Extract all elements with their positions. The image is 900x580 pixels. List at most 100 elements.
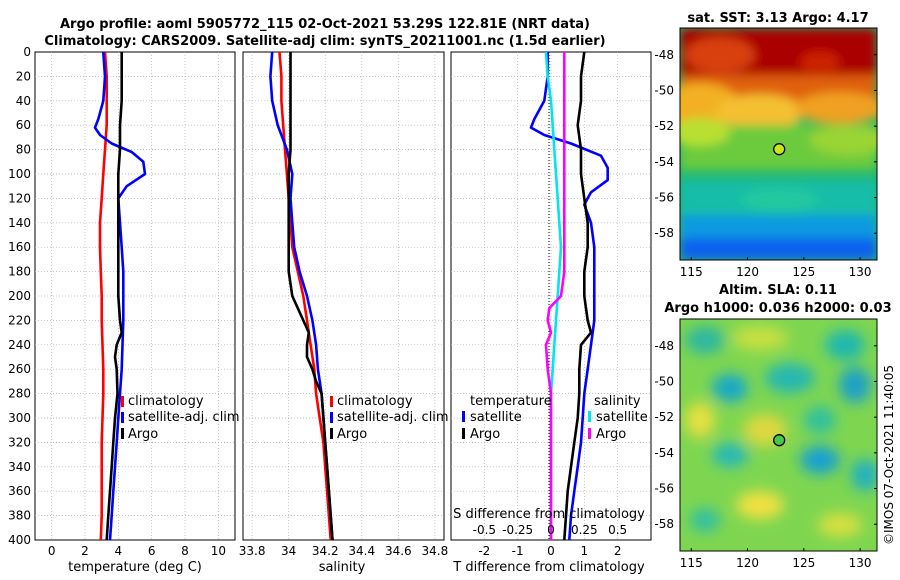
sla-map-frame [679, 318, 878, 552]
y-tick-label: -54 [654, 155, 674, 169]
temperature-x-label: temperature (deg C) [68, 560, 202, 575]
legend-satellite-swatch [330, 412, 333, 423]
series-line-climatology [278, 52, 332, 540]
legend-salinity-title: salinity [594, 394, 641, 409]
x-tick-label: 0 [547, 544, 555, 558]
difference-x-ticks: -2 -1 0 1 2 [478, 544, 621, 558]
x-tick-label: 130 [849, 265, 872, 279]
series-line-s-argo [544, 52, 566, 540]
imos-timestamp: ©IMOS 07-Oct-2021 11:40:05 [882, 365, 896, 545]
x-tick-label: 4 [115, 544, 123, 558]
legend-satellite-label: satellite-adj. clim [128, 410, 240, 425]
sst-y-ticks: -48 -50 -52 -54 -56 -58 [654, 48, 877, 240]
x-tick-label: 115 [680, 556, 703, 570]
s-tick-label: -0.5 [473, 523, 496, 537]
x-tick-label: 34 [281, 544, 296, 558]
x-tick-label: 33.8 [239, 544, 266, 558]
s-tick-label: 0.5 [608, 523, 627, 537]
x-tick-label: -1 [512, 544, 524, 558]
x-tick-label: -2 [478, 544, 490, 558]
legend-satellite-swatch [121, 412, 124, 423]
legend-satellite-label: satellite-adj. clim [337, 410, 449, 425]
temperature-y-ticks: 0 20 40 60 80 100 120 140 160 180 200 220 240 260 280 3… [8, 45, 31, 547]
temperature-panel: 0 2 4 6 8 10 0 20 40 60 80 100 120 140 160 180 200 220 24… [8, 45, 240, 575]
x-tick-label: 6 [148, 544, 156, 558]
sst-heatmap [680, 28, 877, 260]
series-line-satellite-adj-clim [93, 52, 147, 540]
y-tick-label: 400 [8, 533, 31, 547]
series-line-t-satellite [529, 52, 610, 540]
salinity-x-ticks: 33.8 34 34.2 34.4 34.6 34.8 [239, 544, 448, 558]
legend-s-argo-swatch [588, 428, 591, 439]
legend-s-satellite-label: satellite [596, 410, 648, 425]
y-tick-label: 200 [8, 289, 31, 303]
series-line-argo [105, 52, 123, 540]
sst-map-frame [679, 27, 878, 261]
y-tick-label: 140 [8, 216, 31, 230]
x-tick-label: 2 [81, 544, 89, 558]
x-tick-label: 125 [792, 265, 815, 279]
sst-x-ticks: 115 120 125 130 [680, 257, 872, 279]
x-tick-label: 125 [792, 556, 815, 570]
legend-t-argo-swatch [462, 428, 465, 439]
s-tick-label: 0.25 [571, 523, 598, 537]
sla-y-ticks: -48 -50 -52 -54 -56 -58 [654, 339, 877, 531]
legend-t-satellite-swatch [462, 411, 465, 422]
x-tick-label: 1 [581, 544, 589, 558]
y-tick-label: 60 [16, 118, 31, 132]
series-line-t-argo [563, 52, 593, 540]
y-tick-label: 340 [8, 460, 31, 474]
legend-argo-swatch [330, 428, 333, 439]
legend-t-satellite-label: satellite [470, 410, 522, 425]
y-tick-label: -58 [654, 517, 674, 531]
y-tick-label: 380 [8, 509, 31, 523]
y-tick-label: 240 [8, 338, 31, 352]
temperature-legend: climatology satellite-adj. clim Argo [121, 394, 240, 442]
argo-position-marker [773, 434, 786, 447]
temperature-x-ticks: 0 2 4 6 8 10 [48, 544, 226, 558]
salinity-grid [243, 52, 444, 540]
figure-title-line1: Argo profile: aoml 5905772_115 02-Oct-20… [60, 17, 590, 32]
legend-argo-swatch [121, 428, 124, 439]
y-tick-label: 220 [8, 313, 31, 327]
y-tick-label: -52 [654, 119, 674, 133]
temperature-grid [35, 52, 235, 540]
y-tick-label: -56 [654, 482, 674, 496]
s-tick-label: 0 [547, 523, 555, 537]
sla-map-title: Altim. SLA: 0.11 [719, 283, 837, 298]
y-tick-label: 320 [8, 435, 31, 449]
y-tick-label: -50 [654, 374, 674, 388]
x-tick-label: 34.4 [348, 544, 375, 558]
sla-x-ticks: 115 120 125 130 [680, 548, 872, 570]
y-tick-label: 0 [23, 45, 31, 59]
sst-map-title: sat. SST: 3.13 Argo: 4.17 [687, 11, 868, 26]
y-tick-label: 360 [8, 484, 31, 498]
legend-s-satellite-swatch [588, 411, 591, 422]
y-tick-label: 80 [16, 143, 31, 157]
salinity-legend: climatology satellite-adj. clim Argo [330, 394, 449, 442]
salinity-panel: 33.8 34 34.2 34.4 34.6 34.8 salinity climatol… [239, 51, 449, 575]
x-tick-label: 34.8 [422, 544, 449, 558]
y-tick-label: 120 [8, 191, 31, 205]
y-tick-label: -48 [654, 339, 674, 353]
y-tick-label: 40 [16, 94, 31, 108]
y-tick-label: -54 [654, 446, 674, 460]
temperature-series [93, 52, 147, 540]
legend-climatology-label: climatology [337, 394, 413, 409]
difference-series [529, 52, 610, 540]
series-line-argo [287, 52, 334, 540]
s-difference-label: S difference from climatology [453, 507, 645, 522]
legend-climatology-swatch [121, 396, 124, 407]
s-tick-label: -0.25 [502, 523, 533, 537]
figure-title-line2: Climatology: CARS2009. Satellite-adj cli… [44, 34, 605, 49]
salinity-series [269, 52, 334, 540]
y-tick-label: -50 [654, 83, 674, 97]
legend-climatology-swatch [330, 396, 333, 407]
x-tick-label: 34.2 [312, 544, 339, 558]
y-tick-label: 280 [8, 387, 31, 401]
difference-panel: -2 -1 0 1 2 S difference from climatology -0… [450, 51, 652, 575]
argo-position-marker [773, 143, 786, 156]
y-tick-label: -58 [654, 226, 674, 240]
sla-map-panel: Altim. SLA: 0.11 Argo h1000: 0.036 h2000… [654, 283, 891, 570]
legend-argo-label: Argo [337, 427, 367, 442]
